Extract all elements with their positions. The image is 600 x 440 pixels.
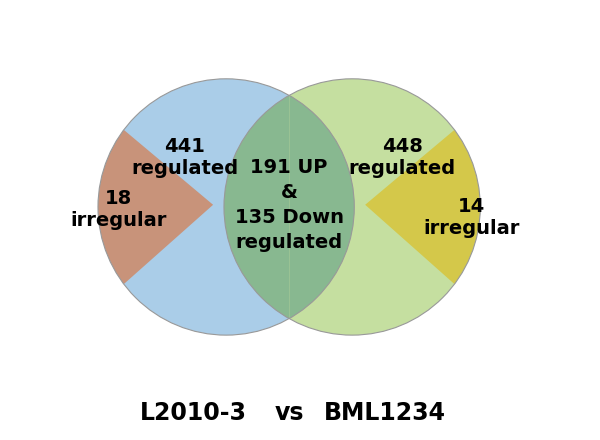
Text: vs: vs [274, 401, 304, 425]
Polygon shape [365, 130, 480, 284]
Text: L2010-3: L2010-3 [140, 401, 247, 425]
Text: 448
regulated: 448 regulated [349, 136, 455, 177]
Text: 441
regulated: 441 regulated [131, 136, 238, 177]
Text: 18
irregular: 18 irregular [70, 189, 167, 230]
Polygon shape [98, 130, 213, 284]
Text: BML1234: BML1234 [324, 401, 446, 425]
Circle shape [224, 79, 480, 335]
Text: 14
irregular: 14 irregular [424, 197, 520, 238]
Circle shape [98, 79, 355, 335]
Polygon shape [224, 95, 355, 319]
Text: 191 UP
&
135 Down
regulated: 191 UP & 135 Down regulated [235, 158, 344, 252]
